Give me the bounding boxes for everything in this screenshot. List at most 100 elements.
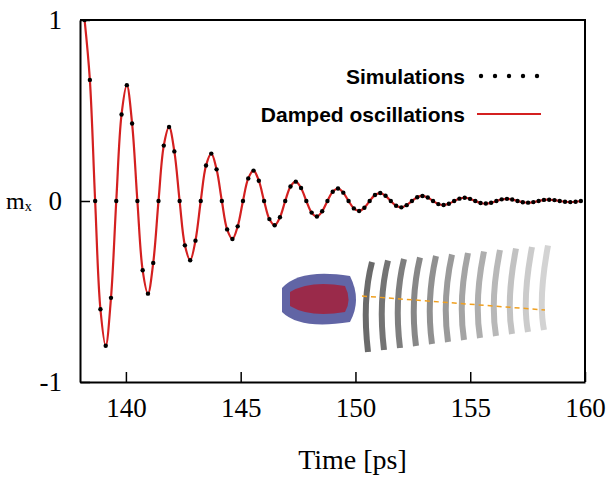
simulation-point: [389, 199, 393, 203]
simulation-point: [468, 197, 472, 201]
simulation-point: [214, 167, 218, 171]
simulation-point: [563, 200, 567, 204]
simulation-point: [568, 200, 572, 204]
y-tick: 1: [49, 5, 91, 35]
inset-stripe: [478, 252, 484, 339]
simulation-point: [394, 204, 398, 208]
simulation-point: [146, 291, 150, 295]
simulation-point: [452, 199, 456, 203]
legend-swatch: [493, 74, 497, 78]
simulation-point: [183, 243, 187, 247]
x-axis: 140145150155160: [81, 372, 606, 423]
simulation-point: [415, 195, 419, 199]
inset-stripe: [510, 249, 516, 335]
simulation-point: [526, 200, 530, 204]
simulation-point: [404, 203, 408, 207]
simulation-point: [135, 199, 139, 203]
simulation-point: [362, 205, 366, 209]
inset-stripe: [446, 255, 452, 343]
legend-swatch: [521, 74, 525, 78]
simulation-point: [257, 179, 261, 183]
simulation-point: [151, 261, 155, 265]
simulation-point: [267, 217, 271, 221]
x-tick: 145: [221, 372, 262, 423]
simulation-point: [177, 199, 181, 203]
inset-stripe: [398, 259, 404, 348]
inset-blob: [282, 274, 356, 325]
y-axis: -1 0 1: [40, 5, 91, 397]
plot-area: [82, 20, 583, 348]
simulation-point: [383, 194, 387, 198]
simulation-point: [352, 206, 356, 210]
simulation-point: [98, 307, 102, 311]
simulation-point: [193, 238, 197, 242]
inset-axis: [362, 296, 545, 310]
x-tick: 155: [450, 372, 491, 423]
simulation-point: [542, 198, 546, 202]
x-tick-label: 160: [565, 393, 606, 423]
chart: 140145150155160-101Time [ps]mₓSimulation…: [0, 0, 613, 483]
simulation-point: [140, 268, 144, 272]
simulation-point: [457, 196, 461, 200]
simulation-point: [436, 202, 440, 206]
simulation-point: [399, 205, 403, 209]
legend-swatch: [479, 74, 483, 78]
simulation-point: [114, 199, 118, 203]
x-axis-title: Time [ps]: [298, 444, 407, 475]
simulation-point: [367, 199, 371, 203]
simulation-point: [204, 163, 208, 167]
simulation-point: [573, 200, 577, 204]
simulation-point: [119, 112, 123, 116]
simulation-point: [104, 344, 108, 348]
simulation-point: [579, 199, 583, 203]
simulation-point: [246, 176, 250, 180]
simulation-point: [283, 199, 287, 203]
x-tick-mark: [470, 372, 472, 382]
simulation-point: [447, 202, 451, 206]
simulation-point: [88, 78, 92, 82]
simulation-point: [288, 184, 292, 188]
x-axis-line: [81, 382, 586, 384]
simulation-point: [463, 196, 467, 200]
simulation-point: [373, 193, 377, 197]
simulation-point: [294, 179, 298, 183]
simulation-point: [558, 199, 562, 203]
simulation-point: [484, 201, 488, 205]
legend-swatch: [477, 113, 541, 115]
y-tick-label: 0: [49, 186, 63, 216]
x-tick-mark: [240, 372, 242, 382]
simulation-point: [225, 227, 229, 231]
simulation-point: [531, 200, 535, 204]
x-tick-mark: [126, 372, 128, 382]
inset-stripe: [414, 258, 420, 347]
simulation-point: [130, 121, 134, 125]
simulation-point: [426, 195, 430, 199]
simulation-point: [220, 199, 224, 203]
simulation-point: [251, 168, 255, 172]
y-tick-label: -1: [40, 367, 63, 397]
inset-illustration: [282, 246, 548, 353]
simulation-point: [309, 210, 313, 214]
plot-frame: [80, 20, 585, 382]
simulation-point: [473, 199, 477, 203]
simulation-point: [304, 199, 308, 203]
x-tick-mark: [355, 372, 357, 382]
simulation-point: [172, 149, 176, 153]
legend: SimulationsDamped oscillations: [261, 65, 541, 126]
x-tick-label: 145: [221, 393, 262, 423]
simulation-point: [494, 199, 498, 203]
y-tick: -1: [40, 367, 91, 397]
simulation-point: [378, 191, 382, 195]
simulation-point: [331, 190, 335, 194]
simulation-point: [320, 209, 324, 213]
simulation-point: [336, 186, 340, 190]
simulation-point: [299, 186, 303, 190]
simulation-point: [536, 199, 540, 203]
simulation-point: [357, 209, 361, 213]
simulation-point: [489, 201, 493, 205]
simulation-point: [125, 83, 129, 87]
simulation-point: [156, 199, 160, 203]
legend-swatch: [535, 74, 539, 78]
series-line: [85, 20, 581, 346]
inset-stripe: [430, 256, 436, 344]
